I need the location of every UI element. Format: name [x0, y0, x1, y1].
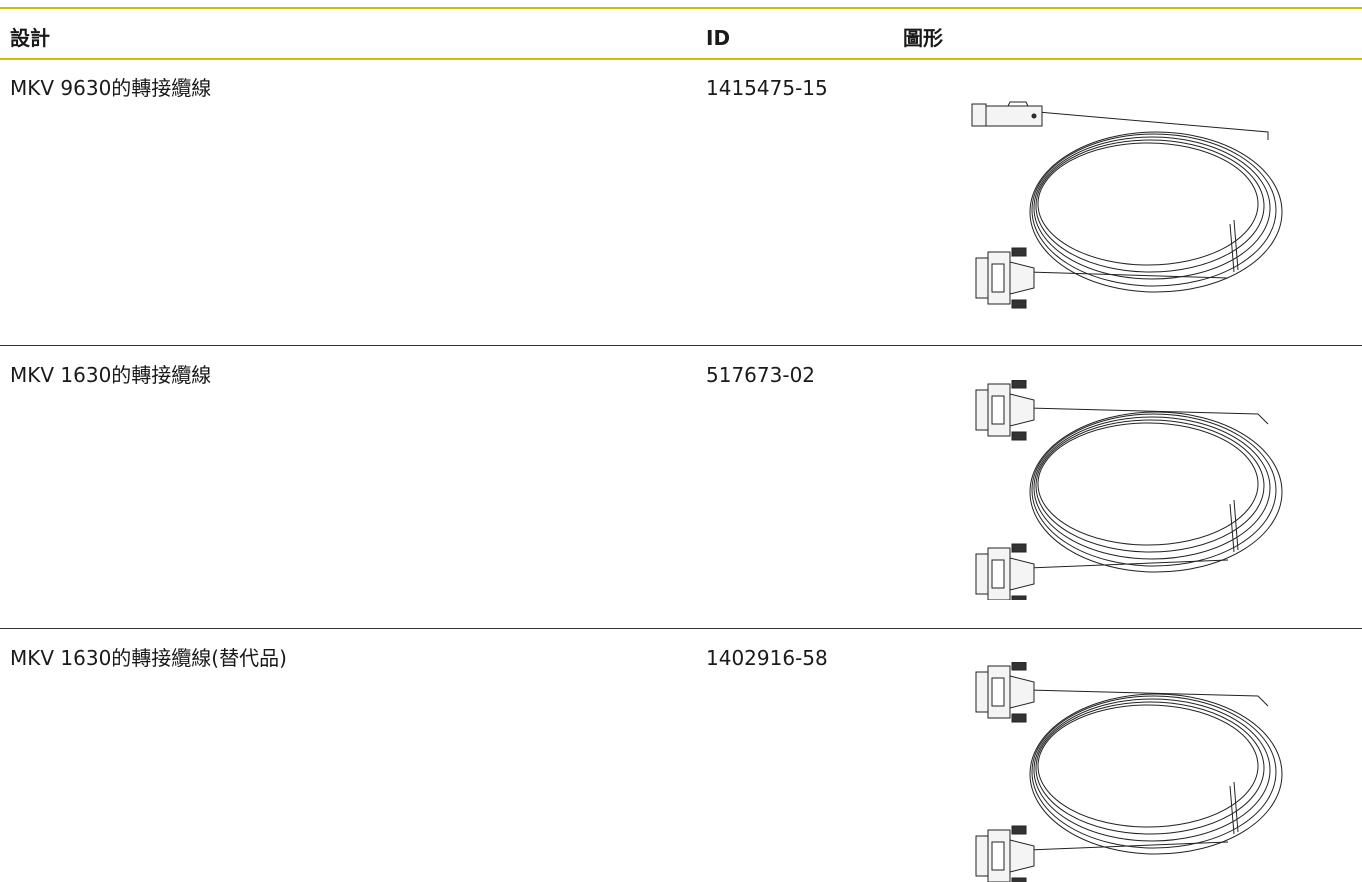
cable-illustration — [975, 662, 1283, 882]
row-rule — [0, 628, 1362, 629]
cable-illustration — [975, 380, 1283, 600]
header-rule — [0, 58, 1362, 60]
id-cell: 1415475-15 — [706, 76, 828, 100]
header-cell: ID — [706, 26, 731, 50]
id-cell: 1402916-58 — [706, 646, 828, 670]
row-rule — [0, 345, 1362, 346]
design-cell: MKV 9630的轉接纜線 — [10, 76, 212, 100]
header-cell: 設計 — [10, 26, 50, 50]
design-cell: MKV 1630的轉接纜線(替代品) — [10, 646, 287, 670]
top-rule — [0, 7, 1362, 9]
cable-illustration — [968, 100, 1283, 309]
design-cell: MKV 1630的轉接纜線 — [10, 363, 212, 387]
header-cell: 圖形 — [903, 26, 943, 50]
id-cell: 517673-02 — [706, 363, 816, 387]
